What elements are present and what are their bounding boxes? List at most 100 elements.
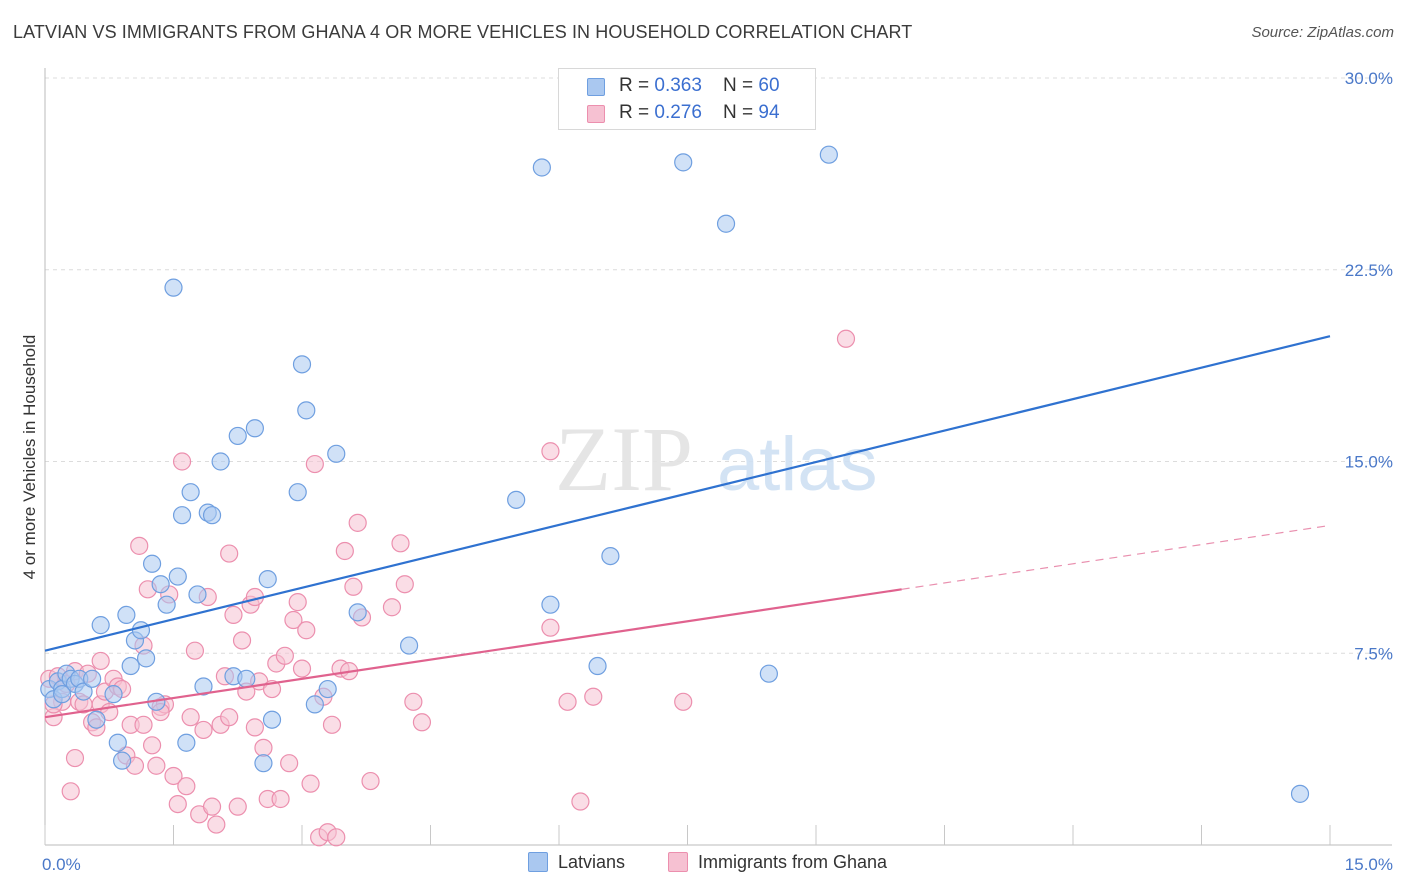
latvian-point	[211, 452, 230, 471]
latvians-legend-label: Latvians	[558, 852, 626, 872]
legend-item-ghana: Immigrants from Ghana	[668, 852, 887, 873]
ghana-point	[395, 575, 414, 594]
ghana-point	[177, 777, 196, 796]
latvian-point	[121, 656, 140, 676]
ghana-point	[202, 797, 222, 816]
ghana-point	[305, 454, 324, 474]
latvian-point	[151, 575, 170, 594]
ghana-point	[232, 631, 252, 650]
latvian-point	[104, 685, 123, 704]
latvian-point	[168, 567, 187, 586]
latvian-point	[91, 616, 110, 635]
latvian-point	[254, 754, 273, 773]
ghana-point	[322, 715, 342, 734]
y-tick-label: 22.5%	[1345, 261, 1393, 280]
latvian-point	[258, 570, 277, 589]
latvian-point	[541, 595, 560, 614]
latvian-trend-line	[44, 335, 1331, 652]
ghana-point	[571, 792, 590, 811]
ghana-point	[134, 715, 153, 734]
latvians-swatch	[587, 78, 605, 96]
latvian-point	[297, 401, 316, 420]
ghana-point	[412, 713, 432, 732]
latvian-point	[601, 546, 620, 566]
ghana-point	[382, 598, 402, 617]
ghana-point	[541, 618, 560, 637]
ghana-point	[207, 815, 226, 834]
latvian-point	[507, 490, 526, 509]
chart-title: LATVIAN VS IMMIGRANTS FROM GHANA 4 OR MO…	[13, 22, 913, 42]
latvian-point	[112, 751, 132, 770]
latvian-point	[87, 710, 106, 729]
ghana-trend-extension	[901, 524, 1331, 590]
ghana-point	[348, 513, 367, 532]
ghana-point	[584, 687, 603, 706]
ghana-point	[185, 641, 205, 660]
latvian-point	[399, 636, 419, 655]
r-value-ghana: 0.276	[654, 102, 702, 123]
y-tick-label: 15.0%	[1345, 453, 1393, 472]
ghana-point	[288, 593, 307, 612]
latvian-points	[40, 145, 1310, 803]
ghana-point	[836, 329, 856, 348]
latvian-point	[674, 153, 693, 172]
y-tick-label: 30.0%	[1345, 69, 1393, 88]
r-label: R =	[619, 75, 655, 96]
tick-labels: 7.5% 15.0% 22.5% 30.0% 0.0% 15.0%	[42, 69, 1393, 874]
latvian-point	[588, 656, 607, 676]
ghana-trend-line	[44, 588, 902, 719]
ghana-point	[297, 621, 316, 640]
latvian-point	[716, 214, 736, 233]
latvian-point	[262, 710, 282, 729]
x-tick-label-end: 15.0%	[1345, 855, 1393, 874]
ghana-legend-swatch	[668, 852, 688, 872]
ghana-point	[224, 605, 243, 625]
ghana-point	[271, 789, 290, 809]
latvian-point	[142, 554, 162, 573]
ghana-swatch	[587, 105, 605, 123]
ghana-point	[130, 536, 149, 555]
ghana-point	[181, 708, 200, 727]
latvian-point	[1290, 784, 1310, 803]
ghana-point	[280, 754, 299, 773]
ghana-point	[147, 756, 166, 775]
grid-lines	[45, 77, 1392, 654]
latvian-point	[819, 145, 838, 164]
latvian-point	[194, 677, 213, 696]
n-label: N =	[723, 75, 759, 96]
ghana-point	[220, 544, 239, 563]
latvian-point	[348, 603, 367, 622]
ghana-point	[65, 748, 85, 768]
ghana-point	[284, 610, 303, 630]
source-credit: Source: ZipAtlas.com	[1251, 24, 1394, 41]
latvian-point	[288, 483, 307, 502]
latvian-point	[172, 506, 192, 525]
ghana-point	[327, 828, 346, 847]
ghana-point	[344, 577, 363, 596]
ghana-point	[391, 534, 410, 553]
latvian-point	[318, 679, 337, 699]
latvian-point	[532, 158, 551, 177]
ghana-point	[361, 771, 380, 791]
latvian-point	[181, 483, 200, 502]
ghana-point	[142, 736, 162, 755]
latvian-point	[237, 669, 256, 688]
ghana-point	[164, 766, 183, 786]
ghana-point	[335, 541, 354, 561]
latvian-point	[117, 605, 136, 625]
ghana-point	[254, 738, 273, 757]
latvian-point	[327, 444, 346, 463]
trend-lines	[44, 335, 1331, 719]
ghana-point	[228, 797, 247, 816]
ghana-point	[220, 708, 239, 727]
r-label: R =	[619, 102, 655, 123]
latvian-point	[228, 426, 247, 446]
ghana-point	[172, 452, 192, 471]
y-tick-label: 7.5%	[1354, 644, 1393, 663]
watermark-zip: ZIP	[555, 408, 693, 510]
legend-item-latvians: Latvians	[528, 852, 625, 873]
ghana-point	[275, 646, 294, 665]
latvian-point	[74, 682, 93, 701]
ghana-point	[61, 782, 80, 801]
